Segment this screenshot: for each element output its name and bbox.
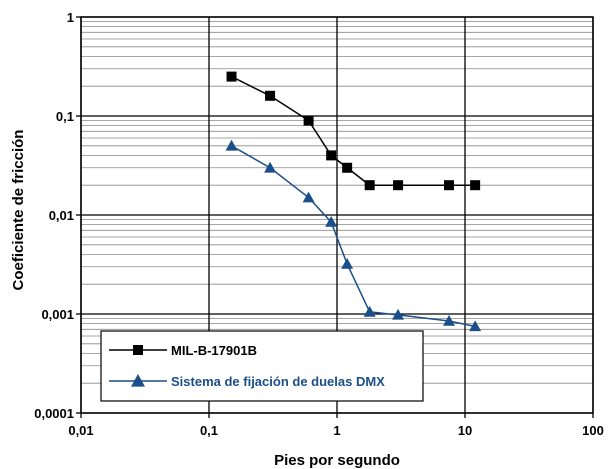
x-tick-label: 100 xyxy=(582,423,604,438)
series-lines xyxy=(231,75,476,328)
x-tick-labels: 0,01 0,1 1 10 100 xyxy=(68,413,604,438)
series-0-point xyxy=(393,180,404,191)
x-tick-label: 0,1 xyxy=(200,423,218,438)
legend-label-mil-b: MIL-B-17901B xyxy=(171,343,257,358)
series-1-point xyxy=(392,308,405,320)
legend-triangle-marker xyxy=(131,374,145,387)
legend-label-dmx: Sistema de fijación de duelas DMX xyxy=(171,374,385,389)
series-0-point xyxy=(470,180,481,191)
legend-square-marker xyxy=(133,345,143,355)
y-tick-label: 1 xyxy=(67,10,74,25)
series-1-point xyxy=(264,161,277,173)
legend: MIL-B-17901B Sistema de fijación de duel… xyxy=(100,330,424,402)
x-tick-label: 1 xyxy=(333,423,340,438)
y-tick-labels: 1 0,1 0,01 0,001 0,0001 xyxy=(34,10,81,421)
series-0-point xyxy=(226,71,237,82)
series-1-point xyxy=(363,305,376,317)
x-tick-label: 0,01 xyxy=(68,423,93,438)
series-1-point xyxy=(225,139,238,151)
series-0-point xyxy=(364,180,375,191)
series-1-point xyxy=(302,191,315,203)
series-1-point xyxy=(325,215,338,227)
series-1-point xyxy=(443,314,456,326)
y-tick-label: 0,0001 xyxy=(34,406,74,421)
x-tick-label: 10 xyxy=(458,423,472,438)
series-0-point xyxy=(342,162,353,173)
y-tick-label: 0,01 xyxy=(49,208,74,223)
series-0-point xyxy=(444,180,455,191)
y-tick-label: 0,1 xyxy=(56,109,74,124)
series-markers xyxy=(225,71,482,332)
legend-box xyxy=(100,330,424,402)
series-1-point xyxy=(469,320,482,332)
series-0-point xyxy=(303,115,314,126)
x-axis-title: Pies por segundo xyxy=(274,452,400,469)
y-axis-title: Coeficiente de fricción xyxy=(10,130,27,291)
series-0-point xyxy=(265,90,276,101)
y-tick-label: 0,001 xyxy=(41,307,74,322)
series-0-point xyxy=(326,150,337,161)
series-1-point xyxy=(341,257,354,269)
